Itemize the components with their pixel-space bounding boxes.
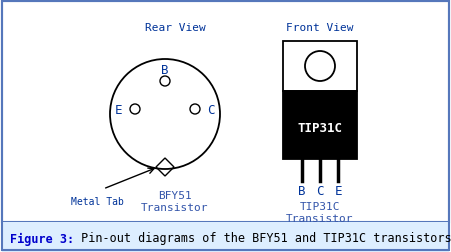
Bar (283, 42, 357, 92)
Text: B: B (298, 185, 306, 198)
Text: C: C (207, 103, 215, 116)
Text: Front View: Front View (286, 23, 354, 33)
Text: B: B (161, 63, 169, 76)
Text: Transistor: Transistor (286, 213, 354, 223)
Bar (2, 222, 449, 252)
Text: C: C (316, 185, 324, 198)
Bar (2, 2, 449, 222)
Text: Metal Tab: Metal Tab (70, 196, 124, 206)
Text: Rear View: Rear View (145, 23, 205, 33)
Text: BFY51: BFY51 (158, 190, 192, 200)
Text: Figure 3:: Figure 3: (10, 232, 74, 245)
Bar (283, 92, 357, 159)
Text: E: E (334, 185, 342, 198)
Text: TIP31C: TIP31C (298, 121, 342, 134)
Text: E: E (115, 103, 123, 116)
Text: Transistor: Transistor (141, 202, 209, 212)
Text: TIP31C: TIP31C (300, 201, 340, 211)
Text: Pin-out diagrams of the BFY51 and TIP31C transistors: Pin-out diagrams of the BFY51 and TIP31C… (74, 232, 451, 244)
